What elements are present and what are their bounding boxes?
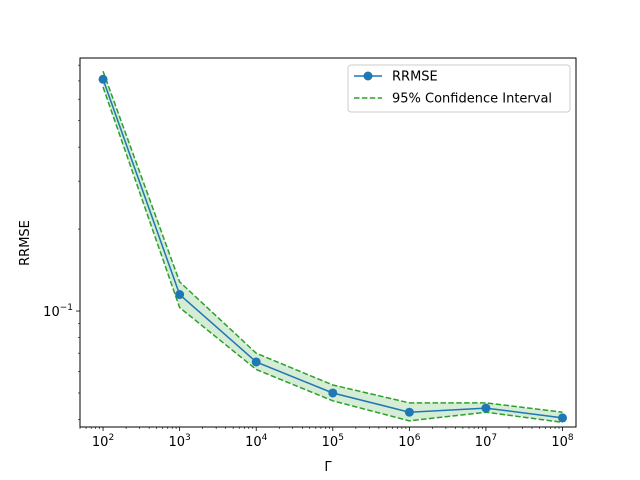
x-tick-label-exponent: 3 — [185, 433, 191, 443]
x-tick-label-base: 10 — [398, 435, 415, 450]
y-tick-label-exponent: −1 — [60, 303, 73, 313]
plot-area — [98, 70, 568, 424]
x-tick-label-base: 10 — [475, 435, 492, 450]
y-axis-label: RRMSE — [18, 220, 33, 266]
x-tick-label-base: 10 — [245, 435, 262, 450]
axes-frame — [79, 57, 577, 428]
x-tick-label-base: 10 — [92, 435, 109, 450]
x-axis-label: Γ — [324, 460, 332, 475]
data-point — [251, 357, 261, 367]
x-tick-label: 107 — [475, 433, 497, 450]
data-point — [481, 403, 491, 413]
legend-series-marker — [363, 71, 373, 81]
data-point — [175, 290, 185, 300]
x-tick-label: 103 — [168, 433, 190, 450]
data-point — [98, 74, 108, 84]
legend: RRMSE 95% Confidence Interval — [347, 64, 571, 113]
x-tick-label: 105 — [322, 433, 344, 450]
x-tick-label: 108 — [551, 433, 574, 450]
confidence-upper-line — [102, 70, 563, 413]
y-axis-ticks: 10−1 — [43, 64, 80, 420]
x-tick-label-exponent: 2 — [108, 433, 114, 443]
legend-label-rrmse: RRMSE — [392, 70, 438, 85]
data-point — [558, 413, 568, 423]
data-point — [328, 388, 338, 398]
x-tick-label-base: 10 — [168, 435, 185, 450]
x-tick-label: 106 — [398, 433, 421, 450]
y-tick-label: 10−1 — [43, 303, 73, 320]
x-tick-label: 102 — [92, 433, 114, 450]
legend-label-confidence-interval: 95% Confidence Interval — [392, 92, 552, 107]
x-tick-label-base: 10 — [551, 435, 568, 450]
x-tick-label-exponent: 8 — [568, 433, 574, 443]
x-tick-label-exponent: 5 — [338, 433, 344, 443]
x-tick-label-base: 10 — [322, 435, 339, 450]
x-axis-ticks: 102 103 104 105 106 107 108 — [79, 427, 574, 450]
y-tick-label-base: 10 — [43, 305, 60, 320]
x-tick-label-exponent: 4 — [262, 433, 268, 443]
x-tick-label-exponent: 7 — [491, 433, 497, 443]
confidence-band-fill — [103, 71, 563, 423]
legend-box — [347, 64, 571, 113]
data-point — [404, 407, 414, 417]
x-tick-label-exponent: 6 — [415, 433, 421, 443]
x-tick-label: 104 — [245, 433, 268, 450]
